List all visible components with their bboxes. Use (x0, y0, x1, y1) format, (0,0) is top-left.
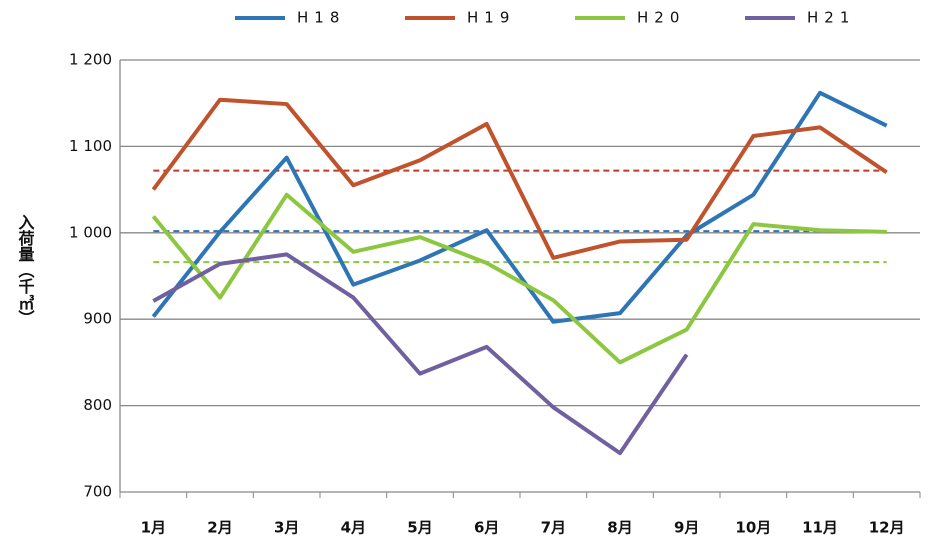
x-tick-label: 9月 (674, 519, 699, 537)
series-line (151, 97, 888, 260)
series-line (152, 252, 689, 456)
x-tick-label: 8月 (607, 519, 632, 537)
y-tick-label: 1 200 (69, 51, 112, 69)
series-line (151, 192, 887, 365)
x-tick-label: 10月 (735, 519, 771, 537)
x-tick-label: 6月 (474, 519, 499, 537)
legend-label: H21 (807, 9, 855, 27)
x-tick-label: 11月 (802, 519, 838, 537)
legend-label: H18 (297, 9, 345, 27)
x-tick-label: 7月 (541, 519, 566, 537)
y-tick-label: 700 (83, 483, 112, 501)
legend-label: H20 (637, 9, 685, 27)
x-tick-label: 5月 (407, 519, 432, 537)
y-tick-label: 900 (83, 310, 112, 328)
x-tick-label: 1月 (141, 519, 166, 537)
y-axis-label: 入荷量（千㎥） (16, 214, 35, 326)
series-line (151, 90, 888, 324)
y-tick-label: 800 (83, 396, 112, 414)
y-tick-label: 1 000 (69, 223, 112, 241)
x-tick-label: 3月 (274, 519, 299, 537)
x-tick-label: 12月 (869, 519, 905, 537)
y-tick-label: 1 100 (69, 137, 112, 155)
x-tick-label: 2月 (207, 519, 232, 537)
x-tick-label: 4月 (341, 519, 366, 537)
legend-label: H19 (467, 9, 515, 27)
